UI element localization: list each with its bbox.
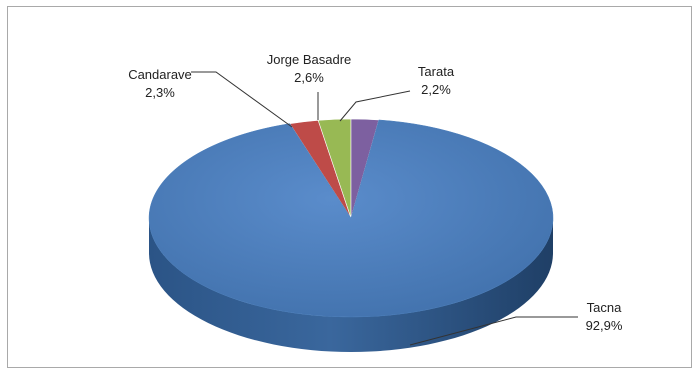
label-candarave-value: 2,3% bbox=[145, 85, 175, 100]
data-labels: Candarave 2,3% Jorge Basadre 2,6% Tarata… bbox=[128, 52, 623, 333]
pie-side bbox=[149, 218, 553, 352]
leader-line-candarave bbox=[191, 71, 293, 128]
leader-line-tacna bbox=[409, 316, 578, 346]
label-candarave-name: Candarave bbox=[128, 67, 192, 82]
label-tarata-value: 2,2% bbox=[421, 82, 451, 97]
pie-slice-tacna bbox=[148, 119, 554, 318]
label-tarata-name: Tarata bbox=[418, 64, 455, 79]
label-jorge-basadre-value: 2,6% bbox=[294, 70, 324, 85]
pie-depth bbox=[149, 218, 553, 352]
leader-lines bbox=[191, 71, 578, 346]
leader-line-tarata bbox=[339, 90, 411, 122]
label-tacna-name: Tacna bbox=[587, 300, 622, 315]
label-jorge-basadre-name: Jorge Basadre bbox=[267, 52, 352, 67]
label-tacna-value: 92,9% bbox=[586, 318, 623, 333]
